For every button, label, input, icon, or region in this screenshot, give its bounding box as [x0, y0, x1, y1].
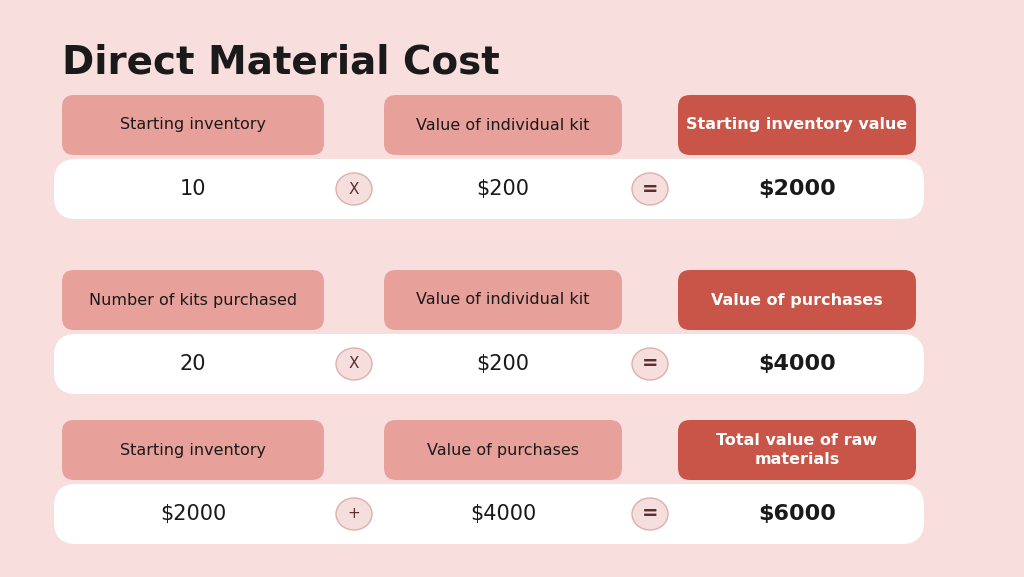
- Text: Value of purchases: Value of purchases: [427, 443, 579, 458]
- FancyBboxPatch shape: [62, 270, 324, 330]
- Ellipse shape: [632, 348, 668, 380]
- Ellipse shape: [632, 173, 668, 205]
- Text: $200: $200: [476, 179, 529, 199]
- Ellipse shape: [336, 173, 372, 205]
- Text: Value of purchases: Value of purchases: [711, 293, 883, 308]
- Text: Direct Material Cost: Direct Material Cost: [62, 43, 500, 81]
- Ellipse shape: [336, 498, 372, 530]
- Ellipse shape: [632, 498, 668, 530]
- Text: Value of individual kit: Value of individual kit: [416, 118, 590, 133]
- FancyBboxPatch shape: [62, 420, 324, 480]
- Text: $2000: $2000: [160, 504, 226, 524]
- FancyBboxPatch shape: [678, 270, 916, 330]
- FancyBboxPatch shape: [678, 95, 916, 155]
- Text: X: X: [349, 357, 359, 372]
- Text: $4000: $4000: [758, 354, 836, 374]
- FancyBboxPatch shape: [384, 95, 622, 155]
- Text: Number of kits purchased: Number of kits purchased: [89, 293, 297, 308]
- Text: $200: $200: [476, 354, 529, 374]
- Text: Starting inventory: Starting inventory: [120, 118, 266, 133]
- Text: Starting inventory: Starting inventory: [120, 443, 266, 458]
- FancyBboxPatch shape: [54, 484, 924, 544]
- FancyBboxPatch shape: [54, 334, 924, 394]
- Ellipse shape: [336, 348, 372, 380]
- FancyBboxPatch shape: [54, 159, 924, 219]
- Text: Value of individual kit: Value of individual kit: [416, 293, 590, 308]
- Text: 20: 20: [180, 354, 206, 374]
- FancyBboxPatch shape: [384, 270, 622, 330]
- Text: Total value of raw
materials: Total value of raw materials: [717, 433, 878, 467]
- Text: $4000: $4000: [470, 504, 537, 524]
- FancyBboxPatch shape: [62, 95, 324, 155]
- Text: $2000: $2000: [758, 179, 836, 199]
- Text: Starting inventory value: Starting inventory value: [686, 118, 907, 133]
- FancyBboxPatch shape: [384, 420, 622, 480]
- Text: =: =: [642, 354, 658, 373]
- Text: =: =: [642, 179, 658, 198]
- Text: 10: 10: [180, 179, 206, 199]
- Text: X: X: [349, 182, 359, 197]
- Text: $6000: $6000: [758, 504, 836, 524]
- Text: =: =: [642, 504, 658, 523]
- FancyBboxPatch shape: [678, 420, 916, 480]
- Text: +: +: [347, 507, 360, 522]
